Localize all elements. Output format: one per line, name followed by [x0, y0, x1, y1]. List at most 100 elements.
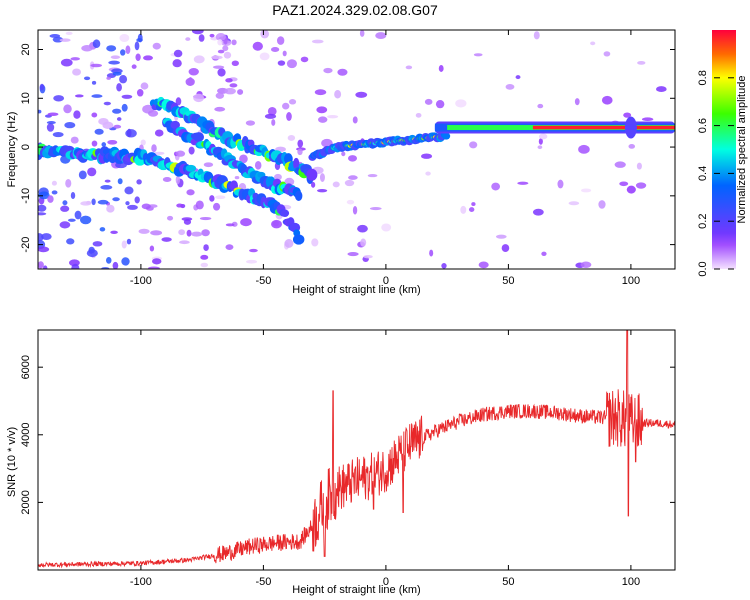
noise-blob	[98, 118, 109, 125]
noise-blob	[619, 181, 629, 187]
noise-blob	[64, 121, 76, 129]
noise-blob	[200, 262, 209, 268]
noise-blob	[91, 198, 96, 206]
noise-blob	[468, 207, 475, 212]
noise-blob	[70, 136, 79, 144]
colorbar-tick-label: 0.0	[697, 261, 709, 276]
noise-blob	[175, 175, 181, 185]
noise-blob	[91, 112, 98, 118]
recovery-blob	[442, 132, 451, 140]
noise-blob	[90, 63, 103, 68]
noise-blob	[94, 128, 104, 135]
noise-blob	[121, 103, 128, 112]
y-axis-label: Frequency (Hz)	[6, 112, 18, 188]
noise-blob	[86, 249, 98, 258]
snr-frame	[37, 329, 676, 571]
noise-blob	[641, 117, 654, 122]
noise-blob	[580, 188, 592, 193]
noise-blob	[125, 201, 130, 206]
noise-blob	[319, 173, 325, 182]
noise-blob	[541, 251, 547, 256]
noise-blob	[441, 263, 447, 269]
noise-blob	[67, 218, 76, 222]
noise-blob	[405, 65, 413, 70]
ridge-blob	[292, 234, 305, 245]
noise-blob	[271, 119, 276, 126]
noise-blob	[214, 106, 226, 112]
noise-blob	[173, 49, 183, 58]
noise-blob	[73, 110, 81, 119]
noise-blob	[38, 204, 47, 212]
noise-blob	[276, 36, 285, 45]
noise-blob	[274, 173, 282, 181]
noise-blob	[91, 94, 103, 98]
noise-blob	[52, 131, 64, 138]
noise-blob	[215, 92, 225, 99]
noise-blob	[415, 112, 422, 118]
noise-blob	[637, 60, 646, 65]
noise-blob	[46, 121, 56, 125]
noise-blob	[590, 41, 596, 46]
noise-blob	[297, 139, 304, 148]
x-tick-label: 100	[622, 275, 640, 287]
noise-blob	[429, 249, 434, 257]
noise-blob	[97, 199, 109, 205]
noise-blob	[352, 205, 358, 215]
noise-blob	[154, 129, 164, 137]
noise-blob	[249, 248, 258, 253]
noise-blob	[341, 151, 346, 157]
noise-blob	[225, 78, 233, 83]
y-tick-label: 4000	[20, 423, 32, 447]
y-tick-label: 10	[20, 92, 32, 104]
noise-blob	[264, 113, 277, 119]
noise-blob	[70, 192, 76, 200]
noise-blob	[360, 238, 367, 247]
noise-blob	[282, 102, 290, 110]
noise-blob	[199, 216, 212, 221]
noise-blob	[259, 52, 270, 61]
ridge-blob	[280, 209, 290, 218]
noise-blob	[38, 261, 44, 269]
noise-blob	[166, 215, 174, 221]
noise-blob	[473, 53, 483, 57]
noise-blob	[284, 239, 294, 248]
noise-blob	[152, 258, 162, 265]
colorbar-tick-label: 0.2	[697, 214, 709, 229]
noise-blob	[72, 68, 82, 76]
noise-blob	[136, 89, 144, 97]
noise-blob	[311, 181, 316, 188]
noise-blob	[59, 38, 71, 42]
x-tick-label: 100	[622, 576, 640, 588]
heatmap-layer	[38, 30, 675, 269]
heatmap-frame	[37, 29, 676, 270]
noise-blob	[141, 203, 151, 210]
noise-blob	[537, 145, 543, 150]
noise-blob	[188, 146, 195, 155]
noise-blob	[636, 162, 642, 170]
noise-blob	[66, 238, 75, 245]
noise-blob	[209, 33, 215, 38]
noise-blob	[505, 84, 515, 90]
y-axis-label: SNR (10 * v/v)	[6, 427, 18, 497]
noise-blob	[92, 241, 103, 247]
noise-blob	[191, 231, 203, 237]
noise-blob	[603, 51, 611, 57]
colorbar-tick-label: 0.4	[697, 166, 709, 181]
noise-blob	[80, 215, 92, 225]
noise-blob	[187, 77, 193, 86]
noise-blob	[41, 233, 52, 241]
noise-blob	[212, 65, 225, 69]
noise-blob	[533, 31, 540, 40]
noise-blob	[51, 190, 58, 195]
noise-blob	[71, 263, 80, 269]
noise-blob	[245, 259, 258, 264]
noise-blob	[178, 229, 186, 236]
noise-blob	[272, 220, 279, 227]
noise-blob	[78, 170, 87, 180]
noise-blob	[91, 140, 98, 147]
noise-blob	[110, 55, 121, 60]
noise-blob	[65, 31, 73, 36]
noise-blob	[317, 188, 328, 193]
x-tick-label: -50	[255, 275, 271, 287]
